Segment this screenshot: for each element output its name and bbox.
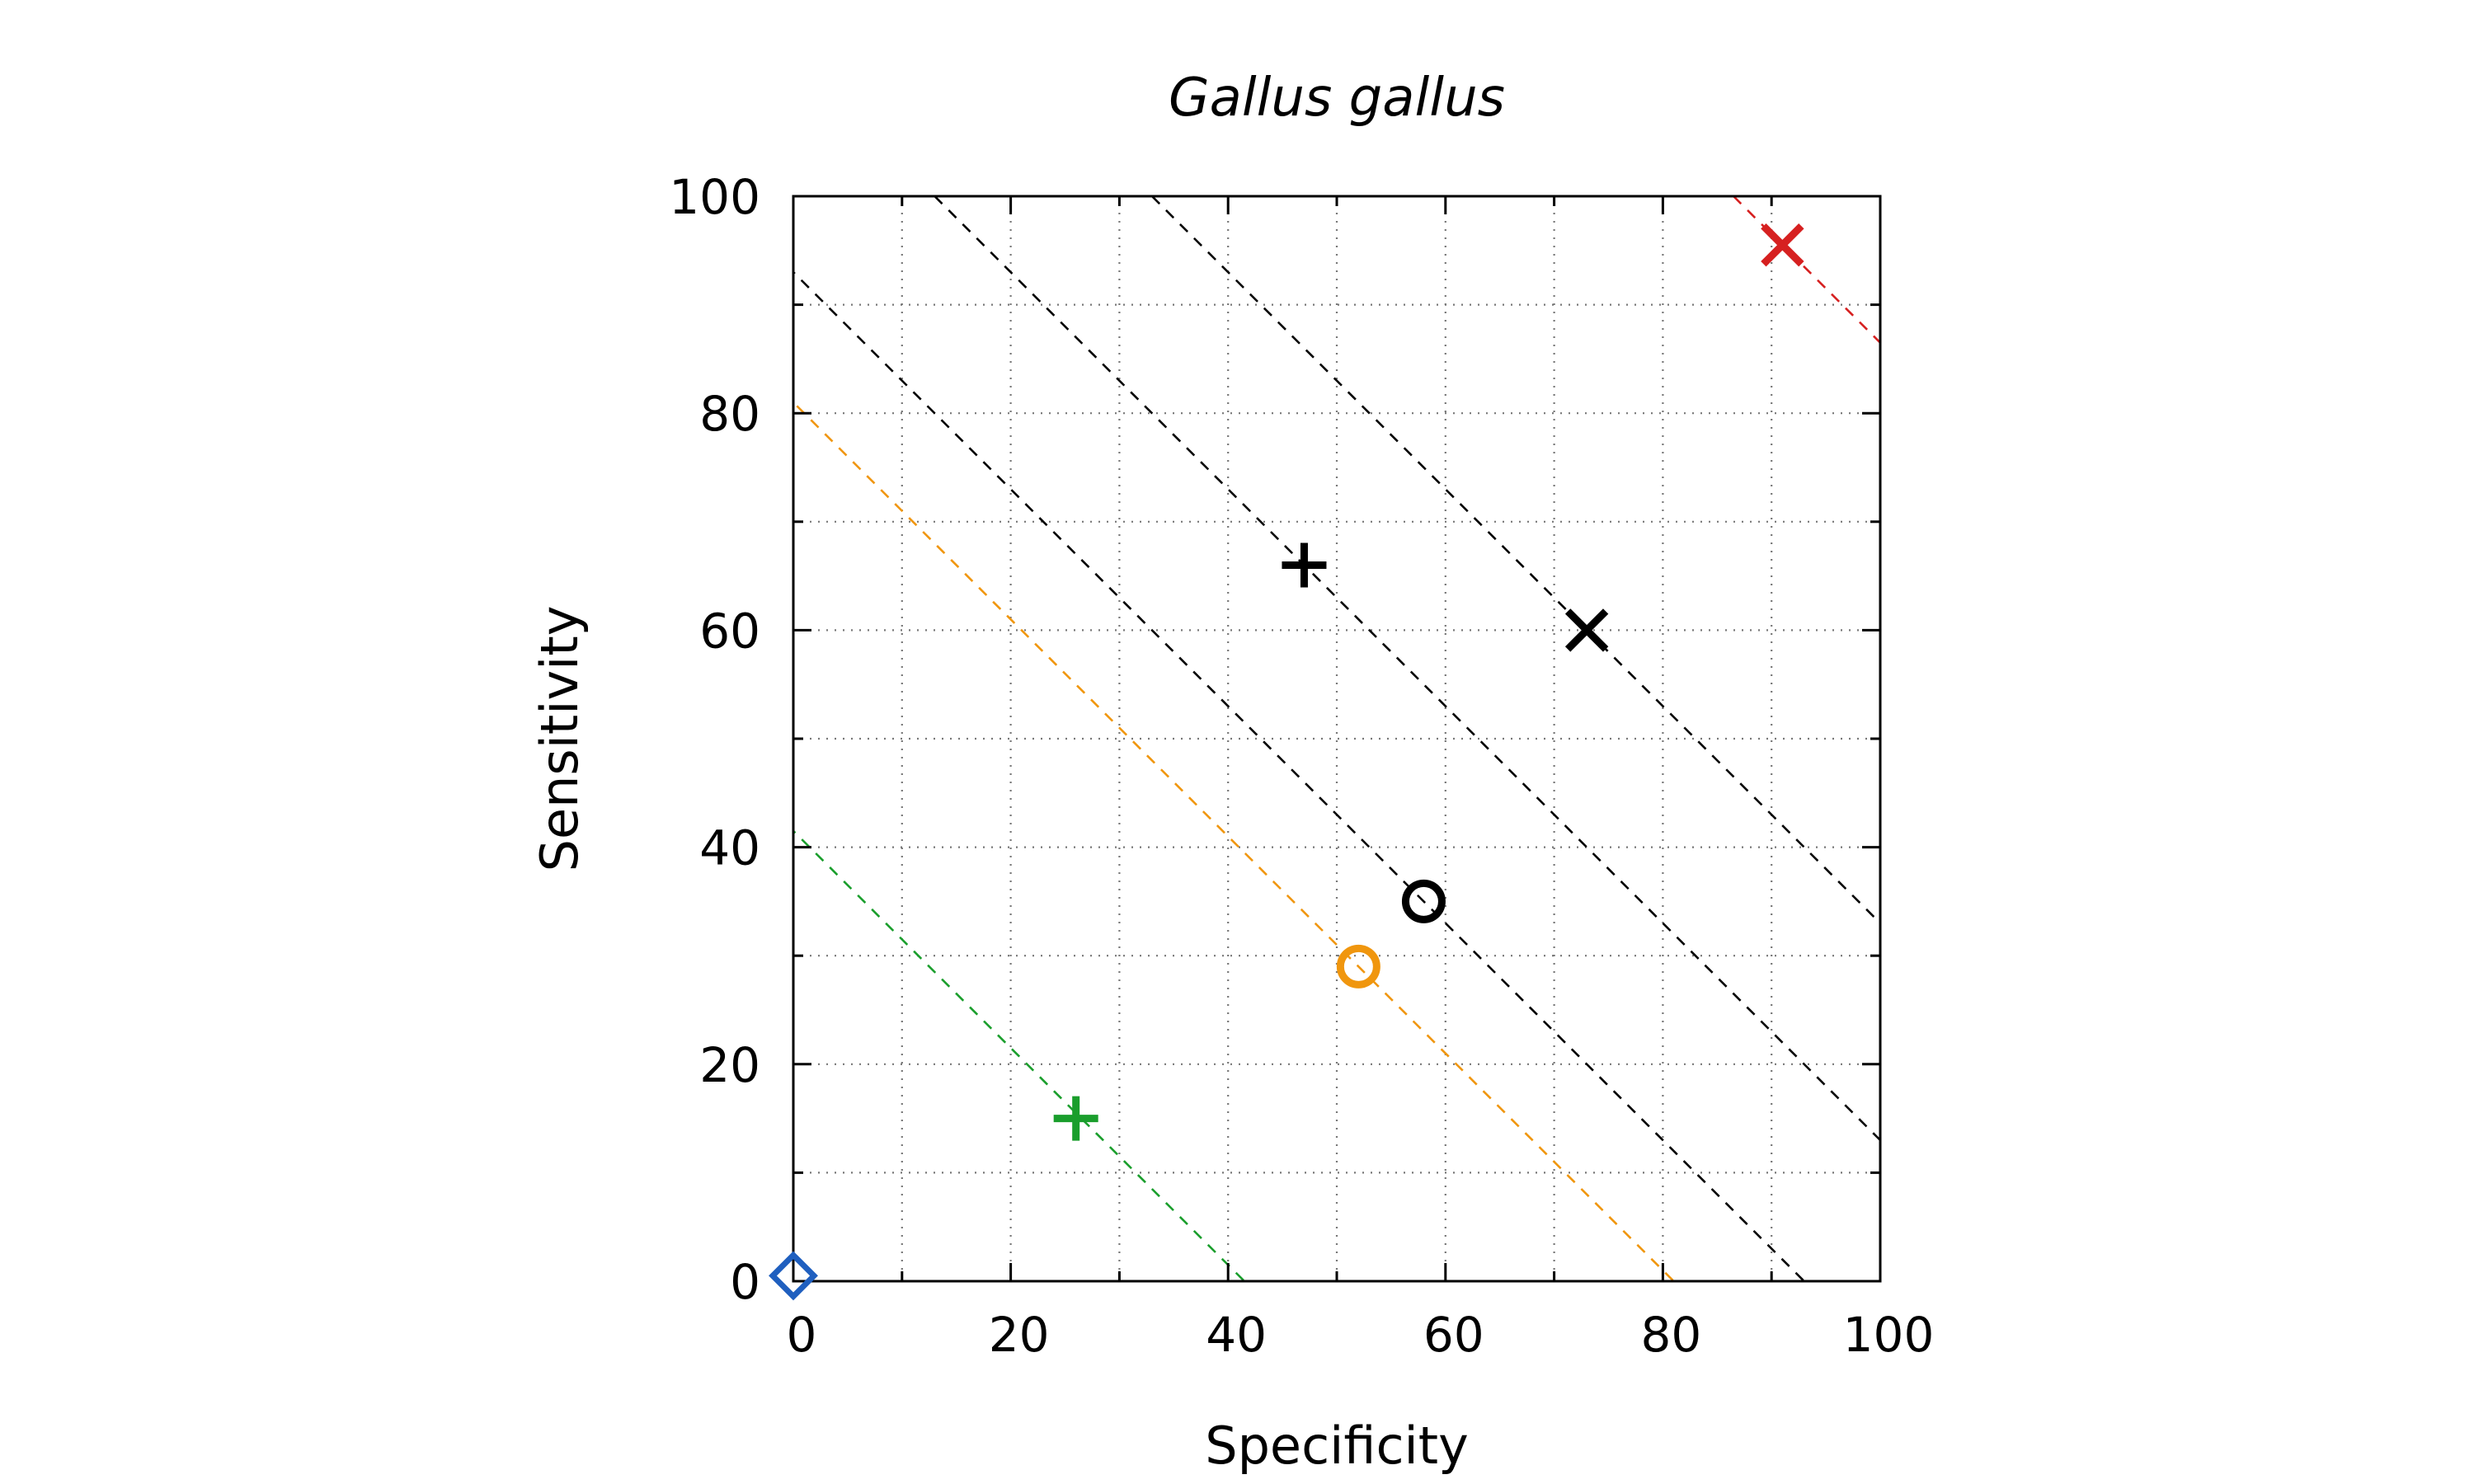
x-tick-label: 60 bbox=[1423, 1307, 1484, 1363]
y-axis-label: Sensitivity bbox=[529, 606, 590, 872]
x-tick-label: 0 bbox=[787, 1307, 817, 1363]
x-tick-label: 40 bbox=[1206, 1307, 1267, 1363]
iso-line bbox=[793, 270, 1805, 1281]
data-point-plus bbox=[1282, 542, 1327, 588]
data-point-diamond bbox=[769, 1251, 818, 1301]
data-point-circle bbox=[1401, 879, 1446, 923]
axis-ticks: 0 20 40 60 80 100 0 20 40 60 80 100 bbox=[669, 169, 1934, 1363]
x-tick-label: 20 bbox=[989, 1307, 1050, 1363]
x-tick-label: 100 bbox=[1843, 1307, 1935, 1363]
data-point-cross bbox=[1761, 223, 1804, 267]
grid-lines bbox=[793, 196, 1880, 1281]
x-tick-label: 80 bbox=[1640, 1307, 1701, 1363]
y-tick-label: 60 bbox=[699, 603, 760, 659]
y-tick-label: 80 bbox=[699, 386, 760, 442]
data-points bbox=[769, 223, 1804, 1301]
iso-line bbox=[1151, 196, 1880, 925]
y-tick-label: 0 bbox=[730, 1254, 760, 1310]
data-point-cross bbox=[1564, 608, 1609, 652]
chart-title: Gallus gallus bbox=[1169, 68, 1505, 129]
iso-line bbox=[1733, 196, 1880, 345]
x-axis-label: Specificity bbox=[1205, 1416, 1469, 1476]
iso-lines bbox=[793, 196, 1880, 1281]
y-tick-label: 100 bbox=[669, 169, 760, 225]
data-point-circle bbox=[1336, 944, 1380, 989]
y-tick-label: 40 bbox=[699, 820, 760, 876]
y-tick-label: 20 bbox=[699, 1037, 760, 1093]
data-point-plus bbox=[1053, 1096, 1098, 1141]
iso-line bbox=[793, 401, 1675, 1281]
